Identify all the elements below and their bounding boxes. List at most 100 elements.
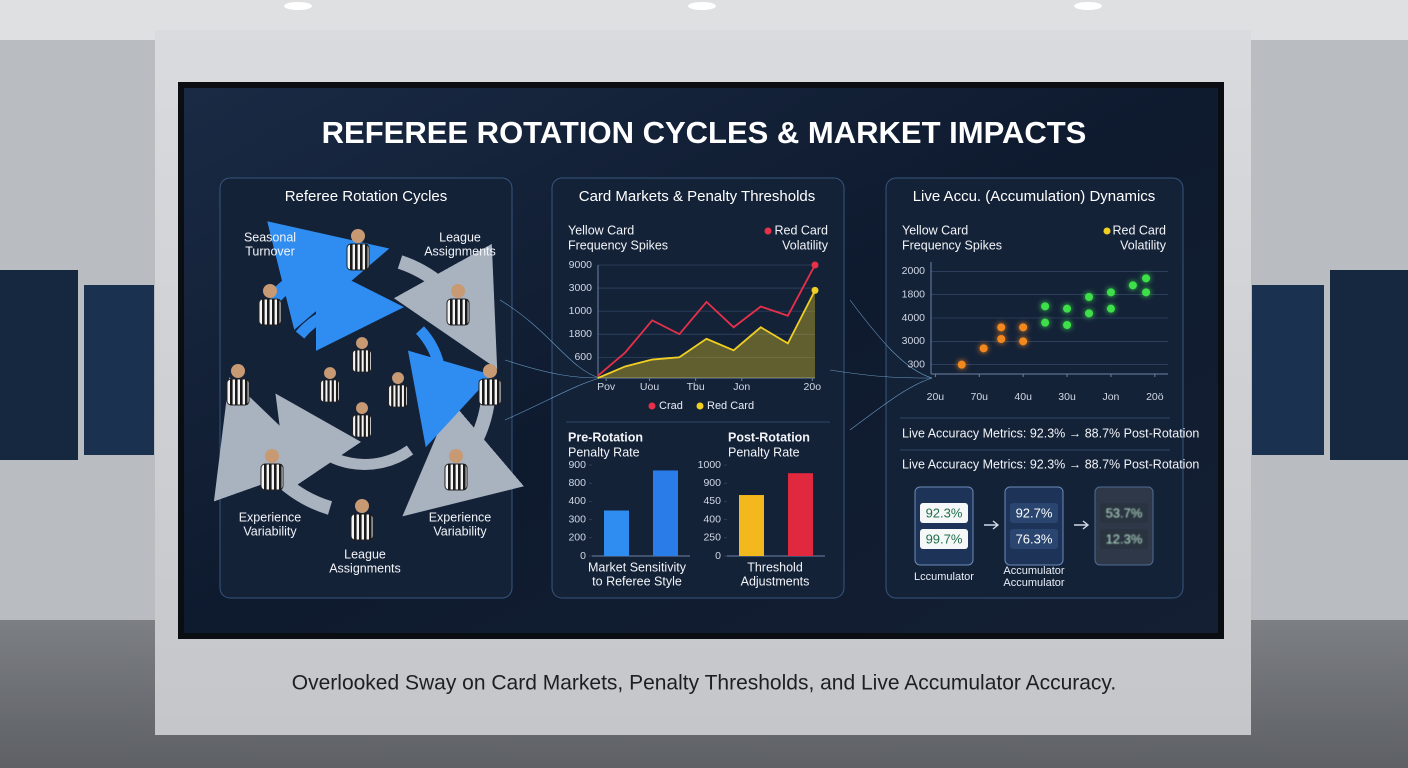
panel: [551, 177, 845, 599]
stripe: [455, 299, 458, 325]
card-value: 76.3%: [1016, 531, 1053, 546]
head: [449, 449, 463, 463]
flow-arrow: [984, 520, 1000, 530]
bar-chart-title: Pre-Rotation: [568, 430, 643, 444]
chart-header: Yellow Card: [902, 223, 968, 237]
stripe: [363, 349, 366, 372]
panel-title: Card Markets & Penalty Thresholds: [579, 188, 816, 205]
stripe: [359, 349, 362, 372]
card-value: 92.7%: [1016, 505, 1053, 520]
referee-icon: [346, 229, 370, 271]
card-value-bg: [1100, 529, 1148, 549]
x-axis-label: Market Sensitivity: [588, 560, 687, 574]
stripe: [355, 349, 358, 372]
referee-icon: [260, 449, 284, 491]
stripe: [267, 299, 270, 325]
bar-chart-title: Post-Rotation: [728, 430, 810, 444]
point: [1142, 274, 1151, 283]
stripe: [355, 244, 358, 270]
card-value: 12.3%: [1106, 531, 1143, 546]
head: [356, 402, 368, 415]
chart-header: Volatility: [782, 238, 829, 252]
bar: [739, 495, 764, 556]
y-tick-label: 3000: [902, 335, 926, 347]
card-value-bg: [920, 503, 968, 523]
stripe: [264, 464, 267, 490]
stripe: [359, 514, 362, 540]
card-value-bg: [920, 529, 968, 549]
card-value-bg: [1100, 503, 1148, 523]
point: [1128, 281, 1137, 290]
cycle-label: Variability: [433, 524, 487, 538]
y-tick-label: 250: [703, 532, 721, 544]
bar-chart-title: Penalty Rate: [728, 445, 800, 459]
referee-icon: [350, 499, 374, 541]
x-tick-label: Jon: [1102, 391, 1119, 403]
cycle-label: Seasonal: [244, 230, 296, 244]
stripe: [465, 299, 468, 325]
x-tick-label: 40u: [1014, 391, 1032, 403]
stripe: [450, 299, 453, 325]
point: [1085, 293, 1093, 301]
stripe: [240, 379, 243, 405]
head: [392, 372, 404, 385]
x-tick-label: 70u: [971, 391, 989, 403]
card-value: 53.7%: [1106, 505, 1143, 520]
flow-arrow: [1074, 520, 1090, 530]
side-screen: [1330, 270, 1408, 460]
side-screen: [1252, 285, 1324, 455]
head: [265, 449, 279, 463]
head: [451, 284, 465, 298]
referee-icon: [444, 449, 468, 491]
point: [957, 360, 966, 369]
card-value: 92.3%: [926, 505, 963, 520]
stream: [499, 299, 601, 379]
y-tick-label: 2000: [902, 265, 926, 277]
y-tick-label: 450: [703, 495, 721, 507]
point: [1063, 321, 1072, 329]
stripe: [331, 379, 334, 402]
y-tick-label: 0: [715, 550, 721, 562]
cycle-label: Assignments: [424, 244, 496, 258]
stripe: [355, 414, 358, 437]
x-tick-label: 20o: [804, 381, 822, 393]
x-tick-label: 20ö: [1146, 391, 1164, 403]
head: [356, 337, 368, 350]
cycle-label: Experience: [429, 510, 492, 524]
y-tick-label: 900: [568, 459, 586, 471]
stripe: [365, 244, 368, 270]
stripe: [279, 464, 282, 490]
stream: [504, 359, 601, 379]
referee-icon: [320, 367, 340, 403]
end-point: [811, 286, 819, 294]
chart-header: Red Card: [775, 223, 829, 237]
x-tick-label: 30u: [1058, 391, 1076, 403]
y-tick-label: 300: [907, 358, 925, 370]
stripe: [277, 299, 280, 325]
stripe: [350, 244, 353, 270]
cycle-label: Turnover: [245, 244, 295, 258]
y-tick-label: 600: [574, 351, 592, 363]
referee-icon: [478, 364, 502, 406]
y-tick-label: 300: [568, 513, 586, 525]
stripe: [272, 299, 275, 325]
end-point: [811, 261, 819, 269]
x-axis-label: Threshold: [747, 560, 803, 574]
referee-icon: [226, 364, 250, 406]
bar-chart-title: Penalty Rate: [568, 445, 640, 459]
x-tick-label: Tbu: [687, 381, 705, 393]
card-label: Accumulator: [1003, 577, 1064, 589]
stripe: [327, 379, 330, 402]
point: [1019, 323, 1028, 332]
card-value-bg: [1010, 529, 1058, 549]
referees: [226, 229, 502, 541]
referee-icon: [352, 402, 372, 438]
point: [1106, 304, 1115, 313]
referee-icon: [446, 284, 470, 326]
cycle-label: Experience: [239, 510, 302, 524]
ceiling-light: [1074, 2, 1102, 10]
main-title: REFEREE ROTATION CYCLES & MARKET IMPACTS: [322, 115, 1087, 150]
y-tick-label: 400: [703, 513, 721, 525]
